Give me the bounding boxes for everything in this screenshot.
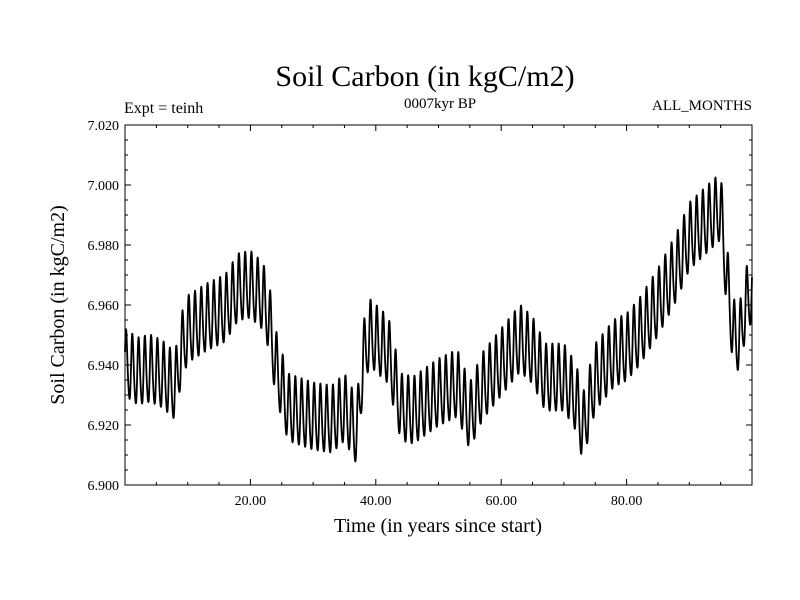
y-tick-label: 7.020: [88, 119, 120, 134]
period-label: ALL_MONTHS: [652, 98, 752, 114]
y-tick-label: 6.940: [88, 359, 120, 374]
y-tick-label: 6.900: [88, 479, 120, 494]
y-tick-label: 7.000: [88, 179, 120, 194]
x-axis-label: Time (in years since start): [334, 515, 542, 537]
experiment-label: Expt = teinh: [124, 100, 203, 117]
chart-subtitle: 0007kyr BP: [404, 96, 476, 112]
x-axis: 20.00 40.00 60.00 80.00: [155, 125, 722, 509]
y-axis-label: Soil Carbon (in kgC/m2): [47, 205, 69, 404]
x-tick-label: 20.00: [235, 494, 267, 509]
x-tick-label: 40.00: [360, 494, 392, 509]
y-tick-label: 6.960: [88, 299, 120, 314]
chart-title: Soil Carbon (in kgC/m2): [275, 60, 574, 93]
y-tick-label: 6.920: [88, 419, 120, 434]
series-line: [124, 176, 753, 463]
x-tick-label: 80.00: [611, 494, 643, 509]
plot-area: 6.900 6.920 6.940 6.960 6.980 7.000 7.020 20.0…: [88, 119, 753, 509]
x-tick-label: 60.00: [485, 494, 517, 509]
y-axis: 6.900 6.920 6.940 6.960 6.980 7.000 7.020: [88, 119, 752, 494]
y-tick-label: 6.980: [88, 239, 120, 254]
